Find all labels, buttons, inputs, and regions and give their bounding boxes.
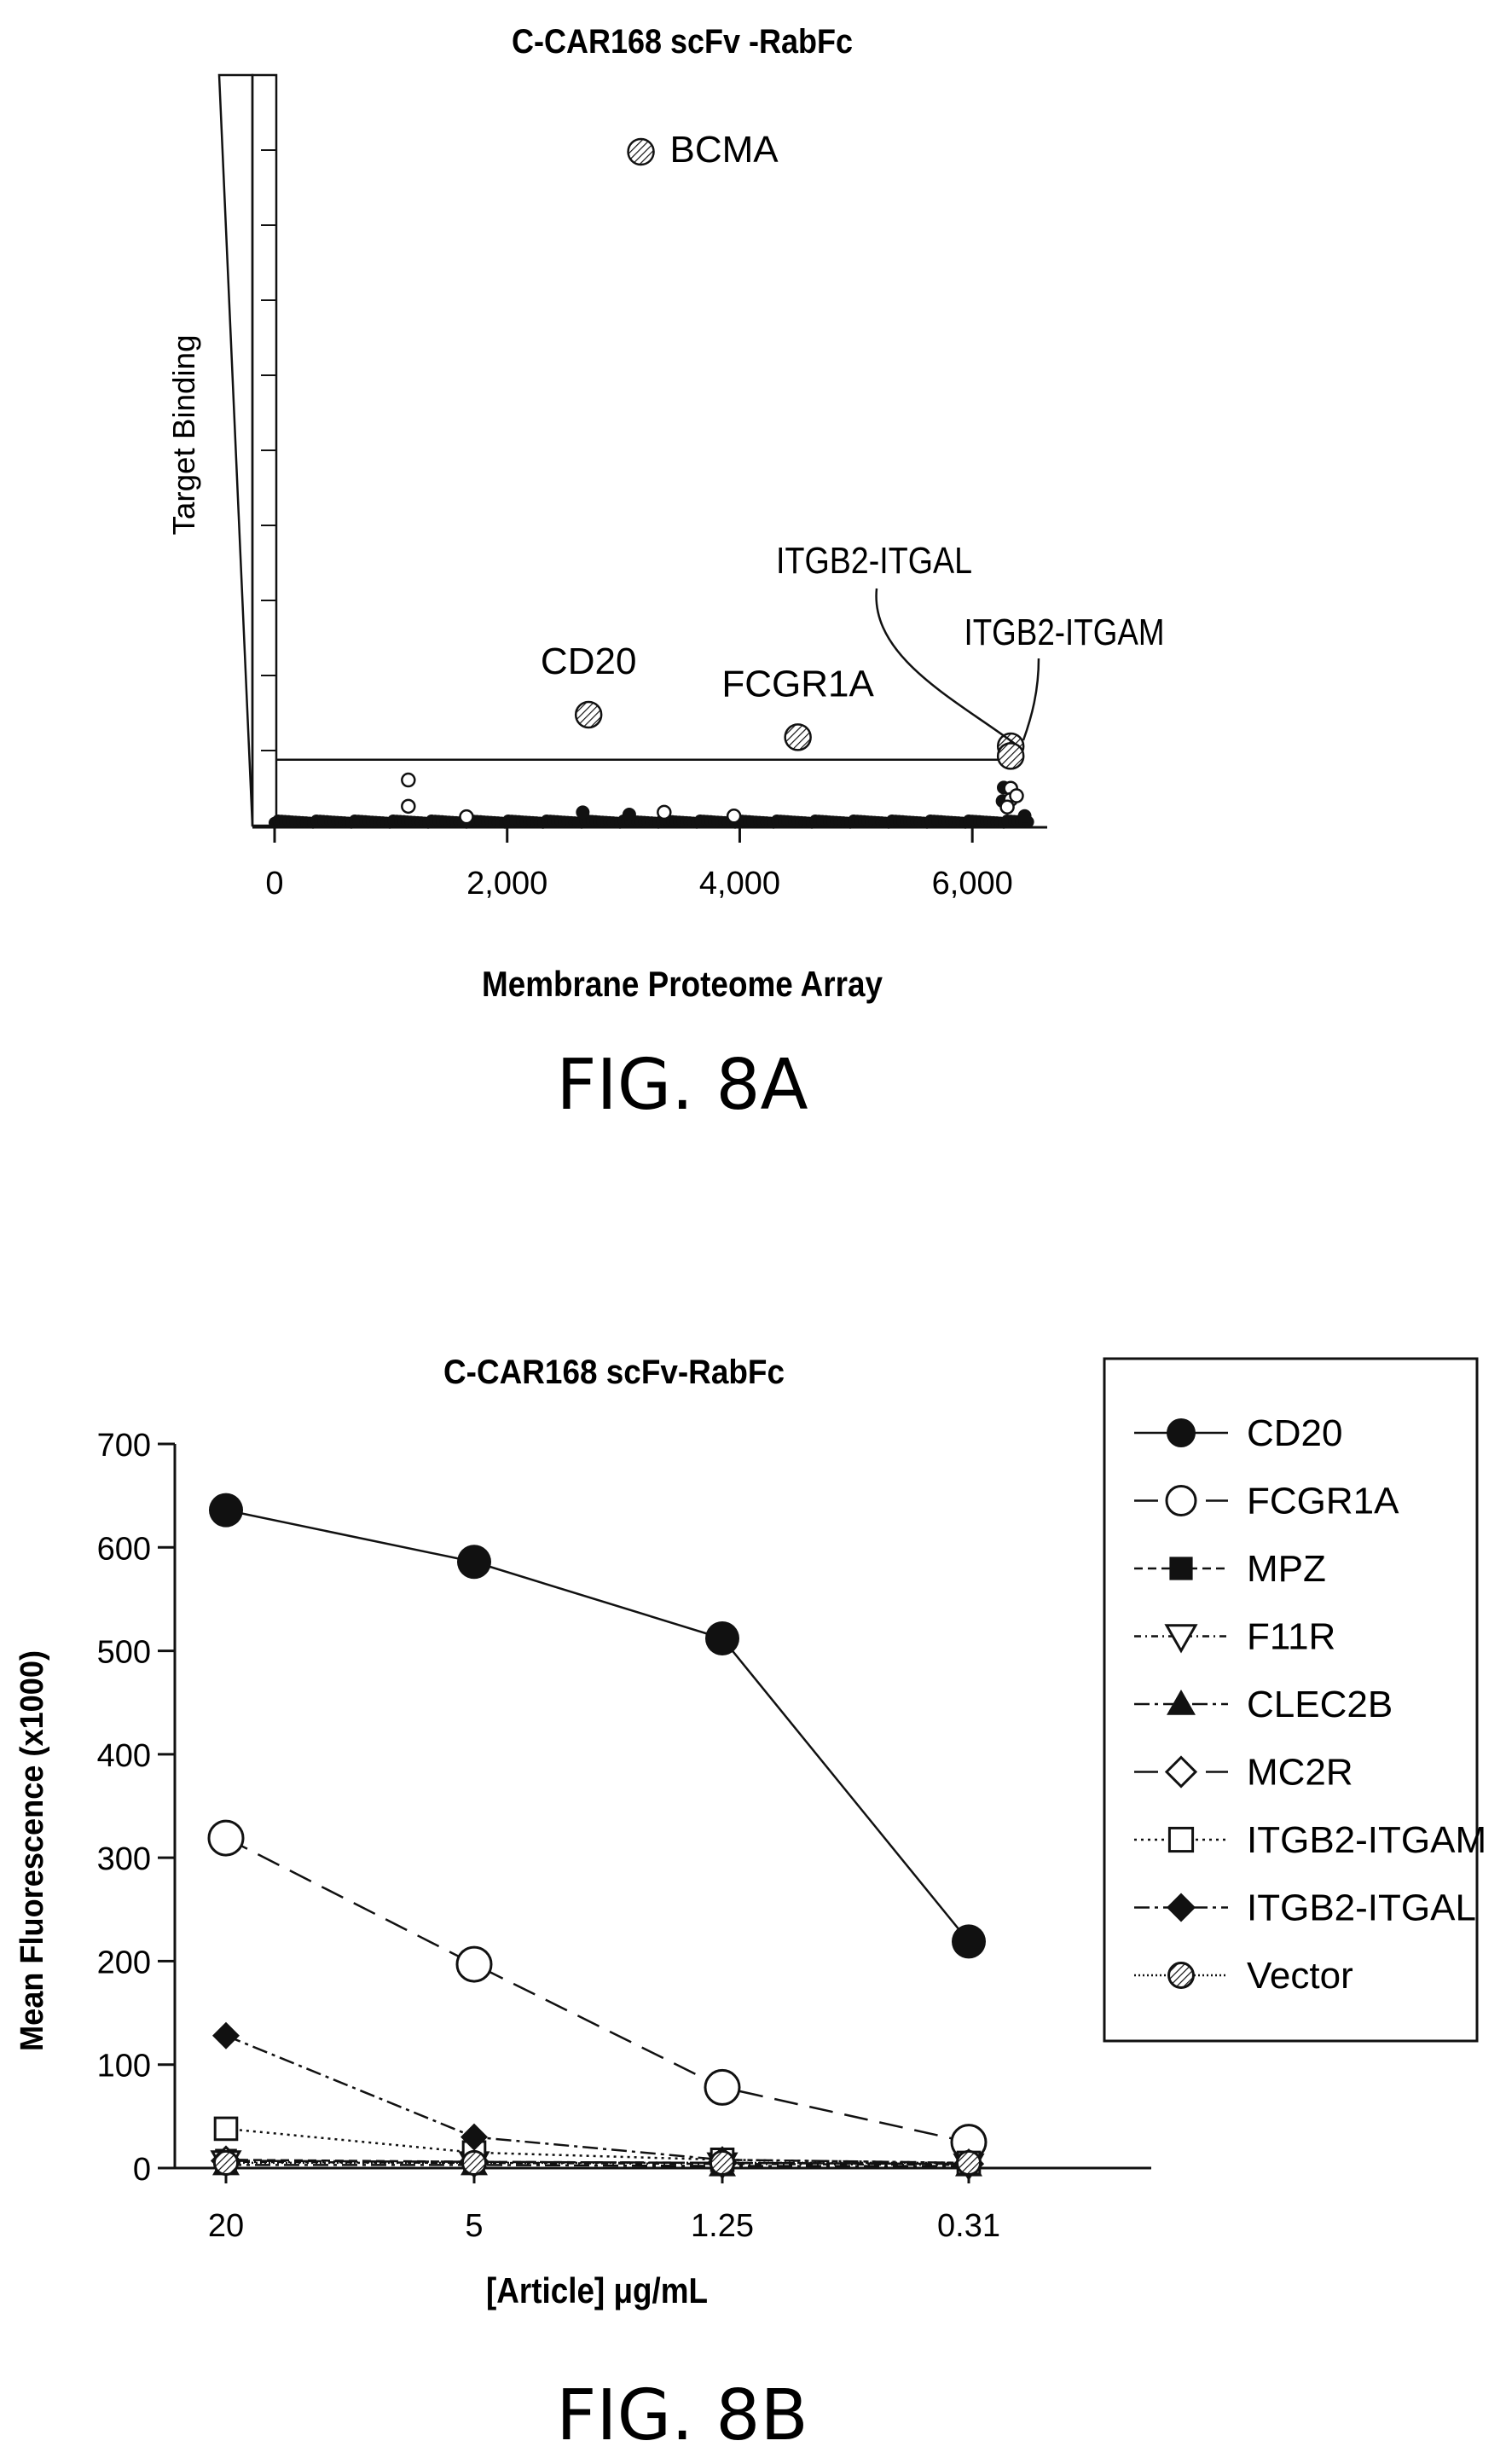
- figure-label-8a: FIG. 8A: [556, 1045, 808, 1126]
- y-tick-label: 700: [97, 1428, 151, 1464]
- background-point-filled: [622, 808, 636, 822]
- y-tick-label: 600: [97, 1531, 151, 1567]
- legend-label-vector: Vector: [1247, 1955, 1353, 1997]
- background-point-open: [999, 799, 1015, 815]
- background-point-open: [401, 772, 416, 788]
- data-point-fcgr1a: [455, 1945, 493, 1983]
- data-point-cd20: [209, 1493, 243, 1528]
- legend-box: [1103, 1357, 1479, 2043]
- legend-label-fcgr1a: FCGR1A: [1247, 1481, 1399, 1522]
- data-point-cd20: [457, 1545, 491, 1580]
- legend-label-mc2r: MC2R: [1247, 1752, 1353, 1794]
- chart-a-background-points: [269, 772, 1034, 829]
- chart-a-title: C-CAR168 scFv -RabFc: [512, 23, 853, 61]
- series-fcgr1a: [207, 1819, 988, 2161]
- legend-label-clec2b: CLEC2B: [1247, 1684, 1393, 1725]
- y-tick-label: 0: [133, 2152, 151, 2188]
- background-point-open: [657, 804, 672, 820]
- point-label-fcgr1a: FCGR1A: [721, 663, 874, 704]
- chart-b-xlabel: [Article] μg/mL: [486, 2270, 708, 2310]
- x-tick-label: 0.31: [937, 2208, 1000, 2244]
- series-line-cd20: [225, 1509, 970, 1943]
- point-label-itgb2-itgam: ITGB2-ITGAM: [964, 612, 1165, 653]
- chart-b-legend: CD20 FCGR1A MPZ F11R CLEC2B MC2R ITGB2-ITGAM IT…: [1103, 1357, 1486, 2043]
- axis-break-wedge: [217, 73, 254, 826]
- background-point-filled: [1017, 809, 1032, 823]
- y-tick-label: 500: [97, 1635, 151, 1671]
- series-vector: [212, 2149, 982, 2177]
- legend-marker-f11r: [1164, 1624, 1198, 1654]
- legend-label-f11r: F11R: [1247, 1616, 1335, 1658]
- point-label-itgb2-itgal: ITGB2-ITGAL: [776, 540, 972, 582]
- series-cd20: [209, 1493, 986, 1959]
- x-tick-label: 4,000: [699, 866, 780, 902]
- background-point-open: [726, 809, 742, 824]
- series-line-itgb2-itgam: [225, 2127, 970, 2165]
- labeled-point-fcgr1a: [784, 723, 812, 751]
- data-point-cd20: [952, 1924, 986, 1959]
- y-tick-label: 200: [97, 1945, 151, 1980]
- leader-line: [1022, 658, 1040, 741]
- legend-marker-mpz: [1169, 1557, 1193, 1580]
- chart-b-ylabel: Mean Fluorescence (x1000): [14, 1650, 50, 2051]
- point-label-bcma: BCMA: [670, 129, 779, 171]
- legend-marker-clec2b: [1167, 1690, 1196, 1715]
- y-tick-label: 300: [97, 1841, 151, 1877]
- data-point-vector: [212, 2149, 240, 2177]
- series-line-itgb2-itgal: [225, 2034, 970, 2165]
- scatter-chart-8a: C-CAR168 scFv -RabFc Target Binding Memb…: [166, 23, 1165, 1126]
- legend-marker-itgb2-itgal: [1167, 1893, 1196, 1922]
- legend-label-itgb2-itgal: ITGB2-ITGAL: [1247, 1887, 1476, 1929]
- y-tick-label: 400: [97, 1738, 151, 1774]
- legend-marker-cd20: [1167, 1418, 1196, 1447]
- x-tick-label: 2,000: [466, 866, 547, 902]
- data-point-itgb2-itgam: [213, 2116, 239, 2142]
- legend-marker-fcgr1a: [1165, 1485, 1197, 1516]
- background-point-open: [401, 798, 416, 815]
- x-tick-label: 0: [265, 866, 283, 902]
- labeled-point-cd20: [574, 700, 603, 729]
- x-tick-label: 20: [208, 2208, 244, 2244]
- x-tick-label: 5: [465, 2208, 483, 2244]
- y-tick-label: 100: [97, 2049, 151, 2084]
- chart-a-axes: [217, 73, 1047, 829]
- legend-label-itgb2-itgam: ITGB2-ITGAM: [1247, 1819, 1486, 1861]
- labeled-point-itgb2-itgam: [996, 742, 1025, 770]
- background-point-open: [1009, 788, 1024, 803]
- data-point-itgb2-itgal: [212, 2021, 240, 2049]
- data-point-fcgr1a: [704, 2068, 741, 2106]
- point-label-cd20: CD20: [541, 641, 637, 682]
- chart-b-axes: 0 100 200 300 400 500 600 700 20 5 1.25 0.31: [97, 1428, 1151, 2244]
- legend-marker-vector: [1167, 1962, 1195, 1989]
- data-point-vector: [460, 2149, 488, 2177]
- chart-b-title: C-CAR168 scFv-RabFc: [443, 1354, 785, 1391]
- chart-a-labeled-points: BCMA CD20 FCGR1A ITGB2-ITGAL ITGB2-ITGAM: [541, 129, 1165, 770]
- legend-label-cd20: CD20: [1247, 1412, 1343, 1454]
- legend-marker-itgb2-itgam: [1167, 1826, 1195, 1853]
- line-chart-8b: C-CAR168 scFv-RabFc Mean Fluorescence (x…: [14, 1354, 1486, 2456]
- chart-b-series: [207, 1493, 988, 2182]
- series-line-fcgr1a: [225, 1836, 970, 2143]
- series-itgb2-itgal: [212, 2021, 982, 2177]
- data-point-itgb2-itgal: [460, 2123, 488, 2151]
- chart-a-xlabel: Membrane Proteome Array: [482, 964, 883, 1004]
- chart-a-x-ticks: 0 2,000 4,000 6,000: [265, 827, 1013, 902]
- data-point-vector: [709, 2149, 736, 2177]
- legend-marker-mc2r: [1164, 1755, 1198, 1789]
- data-point-vector: [955, 2149, 982, 2177]
- labeled-point-bcma: [627, 137, 655, 166]
- figure-label-8b: FIG. 8B: [556, 2375, 808, 2456]
- leader-line: [875, 588, 1016, 745]
- legend-label-mpz: MPZ: [1247, 1548, 1326, 1590]
- data-point-cd20: [705, 1621, 739, 1656]
- x-tick-label: 6,000: [932, 866, 1013, 902]
- x-tick-label: 1.25: [691, 2208, 754, 2244]
- background-point-filled: [576, 805, 590, 820]
- chart-a-ylabel: Target Binding: [166, 335, 201, 536]
- data-point-fcgr1a: [207, 1819, 245, 1857]
- background-point-open: [459, 809, 474, 825]
